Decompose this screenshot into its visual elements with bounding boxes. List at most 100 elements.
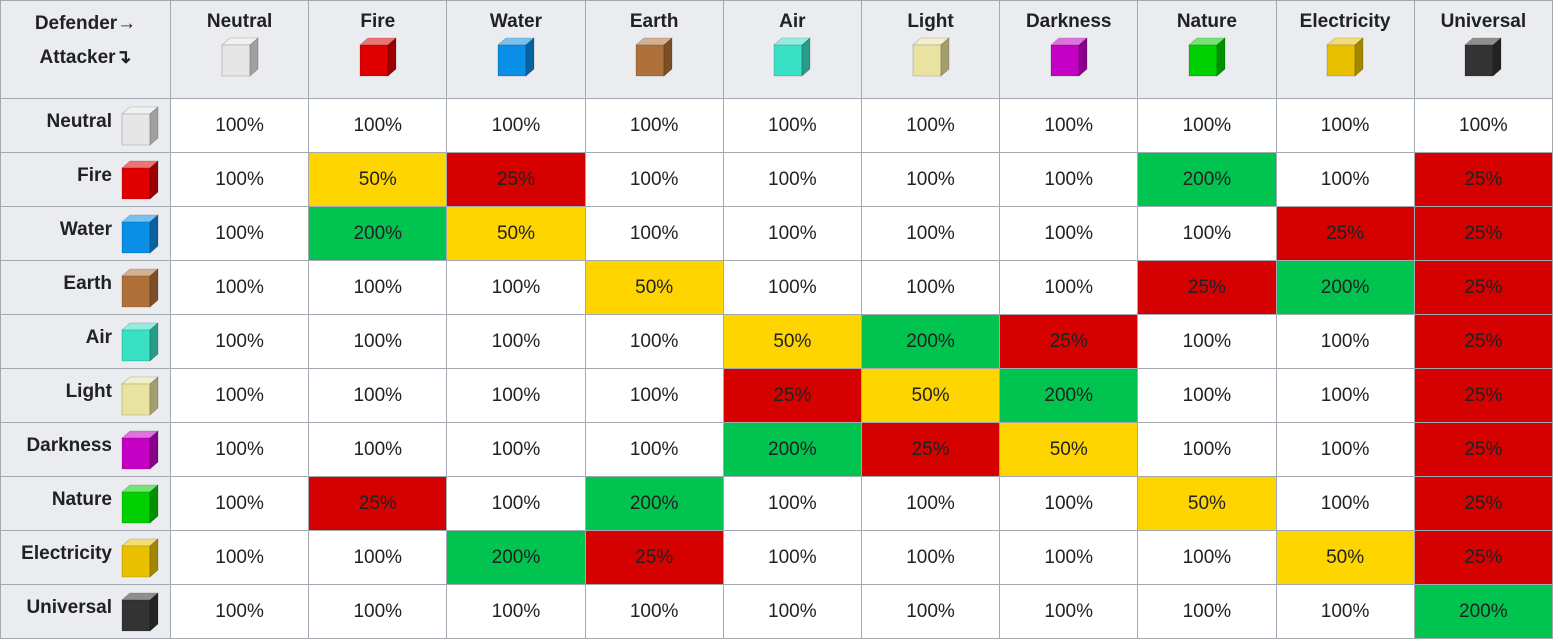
damage-cell: 100% [1275, 584, 1415, 639]
damage-cell: 200% [860, 314, 1001, 369]
damage-cell: 100% [860, 476, 1001, 531]
damage-cell: 200% [722, 422, 862, 477]
damage-cell: 100% [584, 368, 724, 423]
damage-cell: 200% [1413, 584, 1553, 639]
damage-cell: 100% [1137, 314, 1277, 369]
damage-cell: 100% [446, 422, 586, 477]
column-label: Darkness [1025, 11, 1112, 32]
table-row: Neutral 100% 100% 100% 100% 100% 100% 100% 100% 1… [0, 98, 1553, 153]
column-header: Universal [1413, 0, 1553, 99]
damage-cell: 100% [999, 530, 1139, 585]
row-header: Neutral [0, 98, 171, 153]
damage-cell: 100% [722, 260, 862, 315]
damage-cell: 100% [169, 530, 310, 585]
table-row: Earth 100% 100% 100% 50% 100% 100% 100% 25% 200% 2… [0, 260, 1553, 315]
damage-cell: 25% [1413, 260, 1553, 315]
element-cube [121, 105, 159, 146]
damage-cell: 100% [722, 476, 862, 531]
damage-cell: 25% [1413, 476, 1553, 531]
element-cube [497, 37, 535, 77]
element-cube [220, 37, 259, 77]
damage-cell: 100% [1275, 368, 1415, 423]
damage-cell: 100% [1137, 98, 1277, 153]
damage-cell: 100% [722, 152, 862, 207]
element-cube [121, 429, 159, 470]
damage-cell: 100% [169, 152, 310, 207]
column-header: Light [860, 0, 1001, 99]
damage-cell: 100% [308, 260, 448, 315]
damage-cell: 100% [308, 98, 448, 153]
column-header: Neutral [169, 0, 310, 99]
damage-cell: 200% [1275, 260, 1415, 315]
damage-cell: 50% [308, 152, 448, 207]
column-label: Neutral [206, 11, 273, 32]
row-label: Darkness [26, 434, 112, 456]
row-label: Nature [51, 488, 112, 510]
damage-cell: 50% [1137, 476, 1277, 531]
column-header: Electricity [1275, 0, 1415, 99]
column-label: Electricity [1299, 11, 1391, 32]
row-label: Earth [63, 272, 112, 294]
damage-cell: 200% [446, 530, 586, 585]
row-header: Light [0, 368, 171, 423]
table-body: Neutral 100% 100% 100% 100% 100% 100% 100% 100% 1… [0, 98, 1553, 639]
damage-cell: 50% [584, 260, 724, 315]
damage-cell: 100% [1137, 422, 1277, 477]
element-cube [1464, 37, 1503, 77]
element-cube [358, 37, 397, 77]
column-label: Air [779, 11, 806, 32]
row-header: Darkness [0, 422, 171, 477]
damage-cell: 100% [169, 206, 310, 261]
damage-cell: 100% [169, 368, 310, 423]
attacker-label: Attacker↴ [39, 47, 132, 68]
damage-cell: 25% [1413, 530, 1553, 585]
column-header: Earth [584, 0, 724, 99]
element-cube [121, 213, 159, 254]
element-cube [1188, 37, 1226, 77]
damage-cell: 100% [860, 152, 1001, 207]
damage-cell: 100% [446, 314, 586, 369]
damage-cell: 25% [1413, 314, 1553, 369]
damage-cell: 25% [1137, 260, 1277, 315]
damage-cell: 100% [584, 152, 724, 207]
damage-cell: 100% [722, 530, 862, 585]
damage-cell: 25% [1413, 152, 1553, 207]
damage-cell: 100% [1137, 584, 1277, 639]
damage-cell: 25% [308, 476, 448, 531]
table-row: Electricity 100% 100% 200% 25% 100% 100% 100% 10… [0, 530, 1553, 585]
column-header: Darkness [999, 0, 1139, 99]
damage-cell: 25% [1413, 422, 1553, 477]
damage-cell: 25% [999, 314, 1139, 369]
element-cube [911, 37, 950, 77]
table-head: Defender→ Attacker↴ Neutral Fire Water Earth… [0, 0, 1553, 99]
damage-cell: 50% [1275, 530, 1415, 585]
damage-cell: 100% [860, 530, 1001, 585]
table-row: Water 100% 200% 50% 100% 100% 100% 100% 100% 25% 2… [0, 206, 1553, 261]
damage-cell: 100% [1413, 98, 1553, 153]
row-header: Air [0, 314, 171, 369]
table-row: Fire 100% 50% 25% 100% 100% 100% 100% 200% 100% 25… [0, 152, 1553, 207]
damage-cell: 100% [860, 98, 1001, 153]
element-cube [121, 267, 159, 308]
damage-cell: 100% [722, 206, 862, 261]
element-cube [121, 159, 159, 200]
column-label: Light [907, 11, 954, 32]
damage-cell: 100% [722, 584, 862, 639]
column-label: Universal [1440, 11, 1527, 32]
element-cube [121, 483, 159, 524]
damage-cell: 100% [999, 152, 1139, 207]
damage-cell: 50% [446, 206, 586, 261]
table-row: Light 100% 100% 100% 100% 25% 50% 200% 100% 100% 2… [0, 368, 1553, 423]
damage-cell: 100% [169, 98, 310, 153]
row-label: Light [65, 380, 112, 402]
column-header: Fire [308, 0, 448, 99]
damage-cell: 100% [308, 314, 448, 369]
damage-cell: 25% [1413, 368, 1553, 423]
row-label: Neutral [46, 110, 112, 132]
damage-cell: 100% [860, 260, 1001, 315]
table-row: Universal 100% 100% 100% 100% 100% 100% 100% 100… [0, 584, 1553, 639]
damage-cell: 100% [999, 260, 1139, 315]
row-label: Water [59, 218, 112, 240]
damage-cell: 100% [1137, 368, 1277, 423]
